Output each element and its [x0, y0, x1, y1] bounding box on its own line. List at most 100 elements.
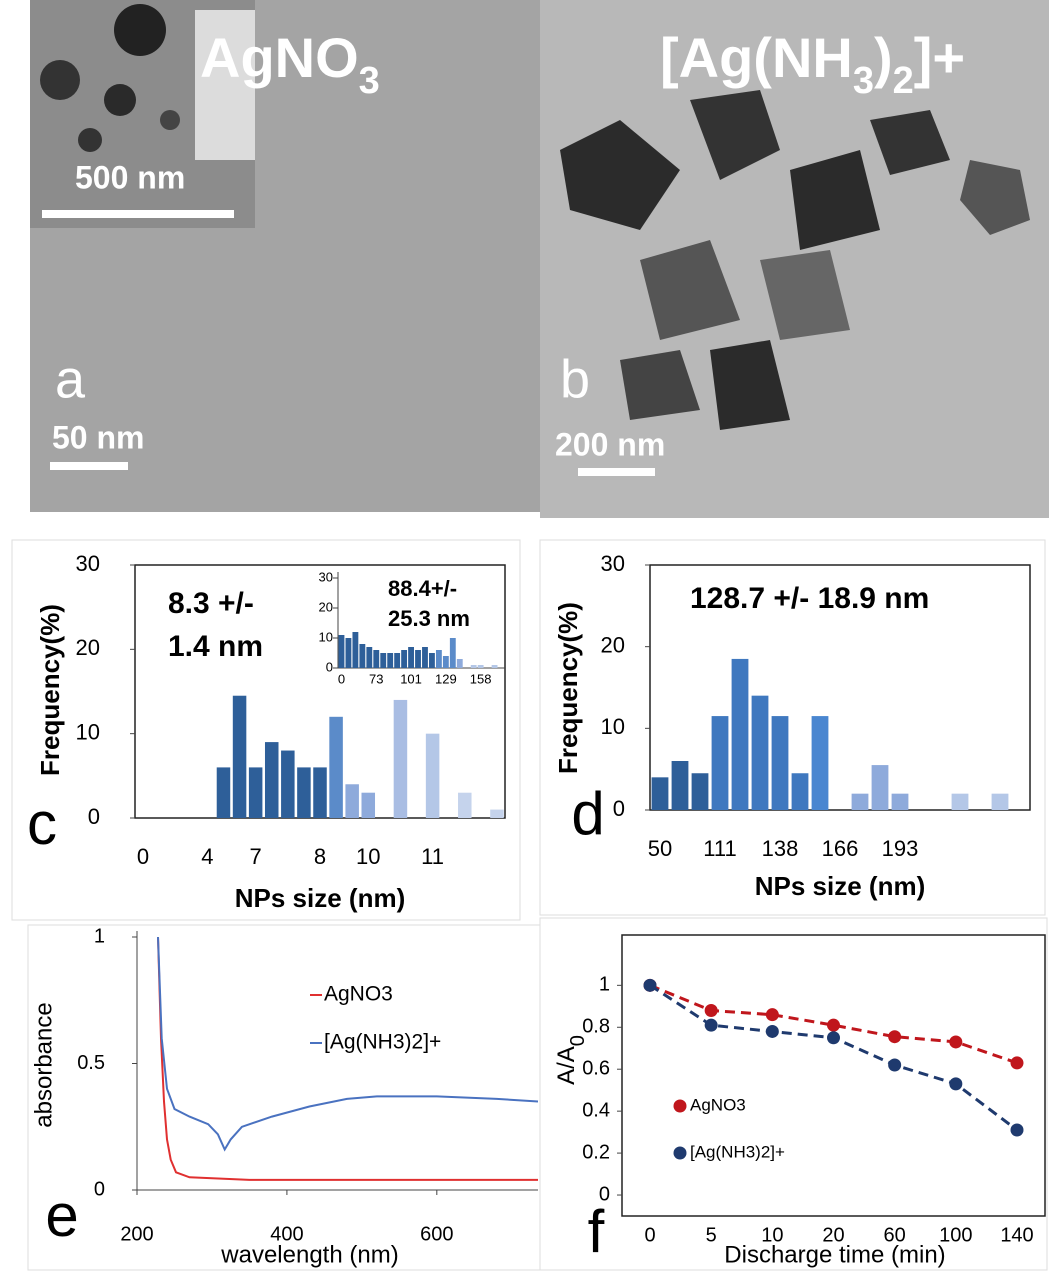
- bar: [443, 656, 449, 668]
- bar: [812, 716, 829, 810]
- bar: [249, 767, 263, 818]
- x-tick-label: 158: [470, 671, 492, 686]
- image-title-part: 3: [853, 60, 874, 102]
- y-tick-label: 0.8: [582, 1016, 610, 1038]
- bar: [339, 635, 345, 668]
- legend-label: [Ag(NH3)2]+: [690, 1142, 785, 1161]
- image-title-part: ): [874, 26, 893, 89]
- x-tick-label: 11: [421, 844, 444, 869]
- scale-bar: [50, 462, 128, 470]
- annotation: 88.4+/-: [388, 576, 457, 601]
- panel-label: e: [45, 1182, 78, 1249]
- x-axis-label: NPs size (nm): [235, 883, 406, 913]
- bar: [373, 650, 379, 668]
- bar: [471, 665, 477, 668]
- particle: [40, 60, 80, 100]
- y-tick-label: 10: [319, 629, 333, 644]
- bar: [426, 734, 440, 818]
- bar: [712, 716, 729, 810]
- y-tick-label: 0.5: [77, 1052, 105, 1074]
- x-tick-label: 8: [314, 844, 326, 869]
- bar: [752, 696, 769, 810]
- y-tick-label: 1: [94, 925, 105, 947]
- scale-bar-label: 200 nm: [555, 426, 665, 462]
- x-tick-label: 111: [703, 836, 736, 861]
- scale-bar-label: 500 nm: [75, 159, 185, 195]
- annotation: 1.4 nm: [168, 630, 263, 663]
- y-tick-label: 20: [76, 635, 100, 660]
- image-title-part: 3: [359, 60, 380, 102]
- panel-label: b: [560, 349, 590, 409]
- panel-label: c: [27, 790, 57, 857]
- particle: [160, 110, 180, 130]
- x-tick-label: 138: [762, 836, 799, 861]
- bar: [362, 793, 376, 818]
- x-tick-label: 73: [369, 671, 383, 686]
- point: [644, 979, 657, 992]
- y-tick-label: 0: [88, 804, 100, 829]
- y-tick-label: 1: [599, 974, 610, 996]
- legend-label: AgNO3: [690, 1095, 746, 1114]
- series-line: [158, 937, 538, 1180]
- y-axis-label: Frequency(%): [35, 604, 65, 776]
- x-tick-label: 5: [706, 1224, 717, 1246]
- y-tick-label: 30: [76, 551, 100, 576]
- bar: [233, 696, 247, 818]
- point: [827, 1031, 840, 1044]
- bar: [450, 638, 456, 668]
- bar: [346, 638, 352, 668]
- particle: [78, 128, 102, 152]
- panel-label: a: [55, 349, 86, 409]
- x-tick-label: 101: [400, 671, 422, 686]
- point: [827, 1019, 840, 1032]
- particle: [114, 4, 166, 56]
- bar: [401, 650, 407, 668]
- point: [949, 1077, 962, 1090]
- image-title-part: ]+: [914, 26, 965, 89]
- scale-bar: [578, 468, 655, 476]
- x-tick-label: 10: [356, 844, 380, 869]
- bar: [429, 653, 435, 668]
- x-tick-label: 129: [435, 671, 457, 686]
- bar: [345, 784, 359, 818]
- y-axis-label: absorbance: [30, 1002, 57, 1127]
- bar: [692, 773, 709, 810]
- x-axis-label: wavelength (nm): [220, 1241, 398, 1268]
- bar: [436, 650, 442, 668]
- y-tick-label: 0: [94, 1178, 105, 1200]
- legend-marker: [674, 1100, 687, 1113]
- bar: [313, 767, 327, 818]
- bar: [458, 793, 472, 818]
- y-tick-label: 0.2: [582, 1141, 610, 1163]
- bar: [352, 632, 358, 668]
- point: [949, 1035, 962, 1048]
- x-tick-label: 50: [648, 836, 672, 861]
- plot-frame: [622, 935, 1045, 1216]
- point: [705, 1019, 718, 1032]
- legend-marker: [674, 1147, 687, 1160]
- bar: [672, 761, 689, 810]
- panel-label: d: [571, 780, 604, 847]
- x-tick-label: 4: [201, 844, 213, 869]
- bar: [387, 653, 393, 668]
- legend-label: [Ag(NH3)2]+: [324, 1031, 441, 1054]
- figure: AgNO3a50 nm500 nm[Ag(NH3)2]+b200 nm01020…: [0, 0, 1049, 1272]
- panel-label: f: [588, 1198, 605, 1265]
- scale-bar-label: 50 nm: [52, 419, 144, 455]
- image-title-part: [Ag(NH: [660, 26, 853, 89]
- y-axis-label: Frequency(%): [553, 602, 583, 774]
- bar: [366, 647, 372, 668]
- point: [888, 1030, 901, 1043]
- y-tick-label: 20: [601, 632, 625, 657]
- bar: [394, 700, 408, 818]
- y-tick-label: 20: [319, 599, 333, 614]
- bar: [952, 794, 969, 810]
- bar: [478, 665, 484, 668]
- bar: [992, 794, 1009, 810]
- bar: [852, 794, 869, 810]
- bar: [380, 653, 386, 668]
- bar: [772, 716, 789, 810]
- annotation: 128.7 +/- 18.9 nm: [690, 582, 929, 615]
- bar: [359, 644, 365, 668]
- y-tick-label: 10: [601, 714, 625, 739]
